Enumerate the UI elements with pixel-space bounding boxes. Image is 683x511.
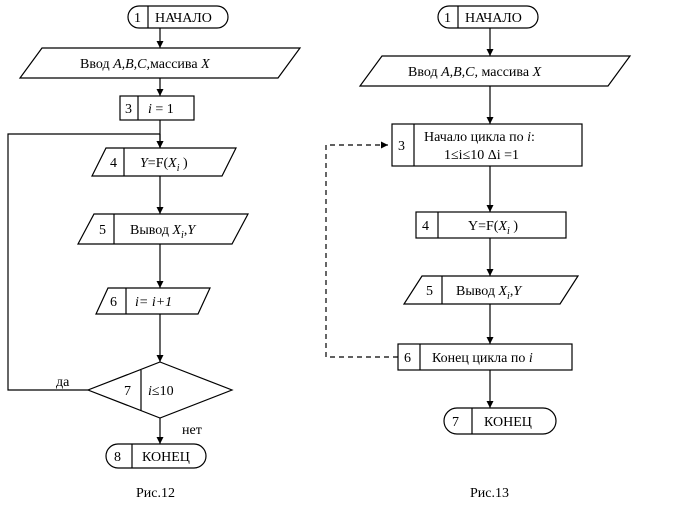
r-le-i: i <box>529 351 533 366</box>
inc-r: = i+1 <box>139 295 172 310</box>
caption-left: Рис.12 <box>136 486 175 501</box>
r-in-suffix: массива <box>478 65 533 80</box>
r-out-num: 5 <box>426 284 433 299</box>
svg-text:i = 1: i = 1 <box>148 102 174 117</box>
r-lb-l1a: Начало цикла по <box>424 130 527 145</box>
end-label: КОНЕЦ <box>142 450 190 465</box>
svg-text:i= i+1: i= i+1 <box>135 295 172 310</box>
node-increment: 6 i= i+1 <box>96 288 210 314</box>
svg-text:Конец цикла по i: Конец цикла по i <box>432 351 533 366</box>
r-in-arr: X <box>532 65 542 80</box>
node-init: 3 i = 1 <box>120 96 194 120</box>
r-calc-x: X <box>497 219 507 234</box>
input-suffix: массива <box>150 57 201 72</box>
flowchart-left: 1 НАЧАЛО Ввод A,B,C,массива X 3 i = 1 4 … <box>8 6 300 501</box>
r-calc-r1: =F( <box>478 219 499 234</box>
flowchart-right: 1 НАЧАЛО Ввод A,B,C, массива X 3 Начало … <box>326 6 630 501</box>
r-node-start: 1 НАЧАЛО <box>438 6 538 28</box>
r-end-num: 7 <box>452 415 459 430</box>
input-prefix: Ввод <box>80 57 113 72</box>
edge-yes: да <box>56 375 70 390</box>
r-end-label: КОНЕЦ <box>484 415 532 430</box>
r-node-loop-begin: 3 Начало цикла по i: 1≤i≤10 Δi =1 <box>392 124 582 166</box>
r-node-output: 5 Вывод Xi,Y <box>404 276 578 304</box>
svg-text:i≤10: i≤10 <box>148 384 174 399</box>
start-label: НАЧАЛО <box>155 11 212 26</box>
calc-num: 4 <box>110 156 117 171</box>
r-calc-num: 4 <box>422 219 429 234</box>
node-start: 1 НАЧАЛО <box>128 6 228 28</box>
r-calc-r2: ) <box>510 219 519 234</box>
node-calc: 4 Y=F(Xi ) <box>92 148 236 176</box>
node-output: 5 Вывод Xi,Y <box>78 214 248 244</box>
cond-op: ≤10 <box>152 384 174 399</box>
r-node-input: Ввод A,B,C, массива X <box>360 56 630 86</box>
r-start-label: НАЧАЛО <box>465 11 522 26</box>
r-node-calc: 4 Y=F(Xi ) <box>416 212 566 238</box>
inc-num: 6 <box>110 295 117 310</box>
r-le-num: 6 <box>404 351 411 366</box>
r-lb-l1b: : <box>531 130 535 145</box>
input-arr: X <box>200 57 210 72</box>
node-input: Ввод A,B,C,массива X <box>20 48 300 78</box>
input-vars: A,B,C, <box>112 57 150 72</box>
out-prefix: Вывод <box>130 223 172 238</box>
out-num: 5 <box>99 223 106 238</box>
r-out-x: X <box>497 284 507 299</box>
cond-num: 7 <box>124 384 131 399</box>
svg-text:Начало цикла по i:: Начало цикла по i: <box>424 130 535 145</box>
r-in-prefix: Ввод <box>408 65 441 80</box>
r-lb-num: 3 <box>398 139 405 154</box>
init-num: 3 <box>125 102 132 117</box>
end-num: 8 <box>114 450 121 465</box>
r-node-end: 7 КОНЕЦ <box>444 408 556 434</box>
r-out-prefix: Вывод <box>456 284 498 299</box>
node-end: 8 КОНЕЦ <box>106 444 206 468</box>
out-x: X <box>171 223 181 238</box>
init-eq: = 1 <box>152 102 174 117</box>
svg-text:Ввод A,B,C, массива X: Ввод A,B,C, массива X <box>408 65 542 80</box>
calc-r2: ) <box>179 156 188 171</box>
r-calc-y: Y <box>468 219 478 234</box>
r-lb-l2: 1≤i≤10 Δi =1 <box>444 148 519 163</box>
svg-text:Ввод A,B,C,массива X: Ввод A,B,C,массива X <box>80 57 210 72</box>
r-in-vars: A,B,C, <box>440 65 478 80</box>
r-le-label: Конец цикла по <box>432 351 529 366</box>
node-decision: 7 i≤10 <box>88 362 232 418</box>
r-node-loop-end: 6 Конец цикла по i <box>398 344 572 370</box>
caption-right: Рис.13 <box>470 486 509 501</box>
calc-r1: =F( <box>148 156 169 171</box>
calc-x: X <box>167 156 177 171</box>
start-num: 1 <box>134 11 141 26</box>
edge-no: нет <box>182 423 202 438</box>
r-start-num: 1 <box>444 11 451 26</box>
